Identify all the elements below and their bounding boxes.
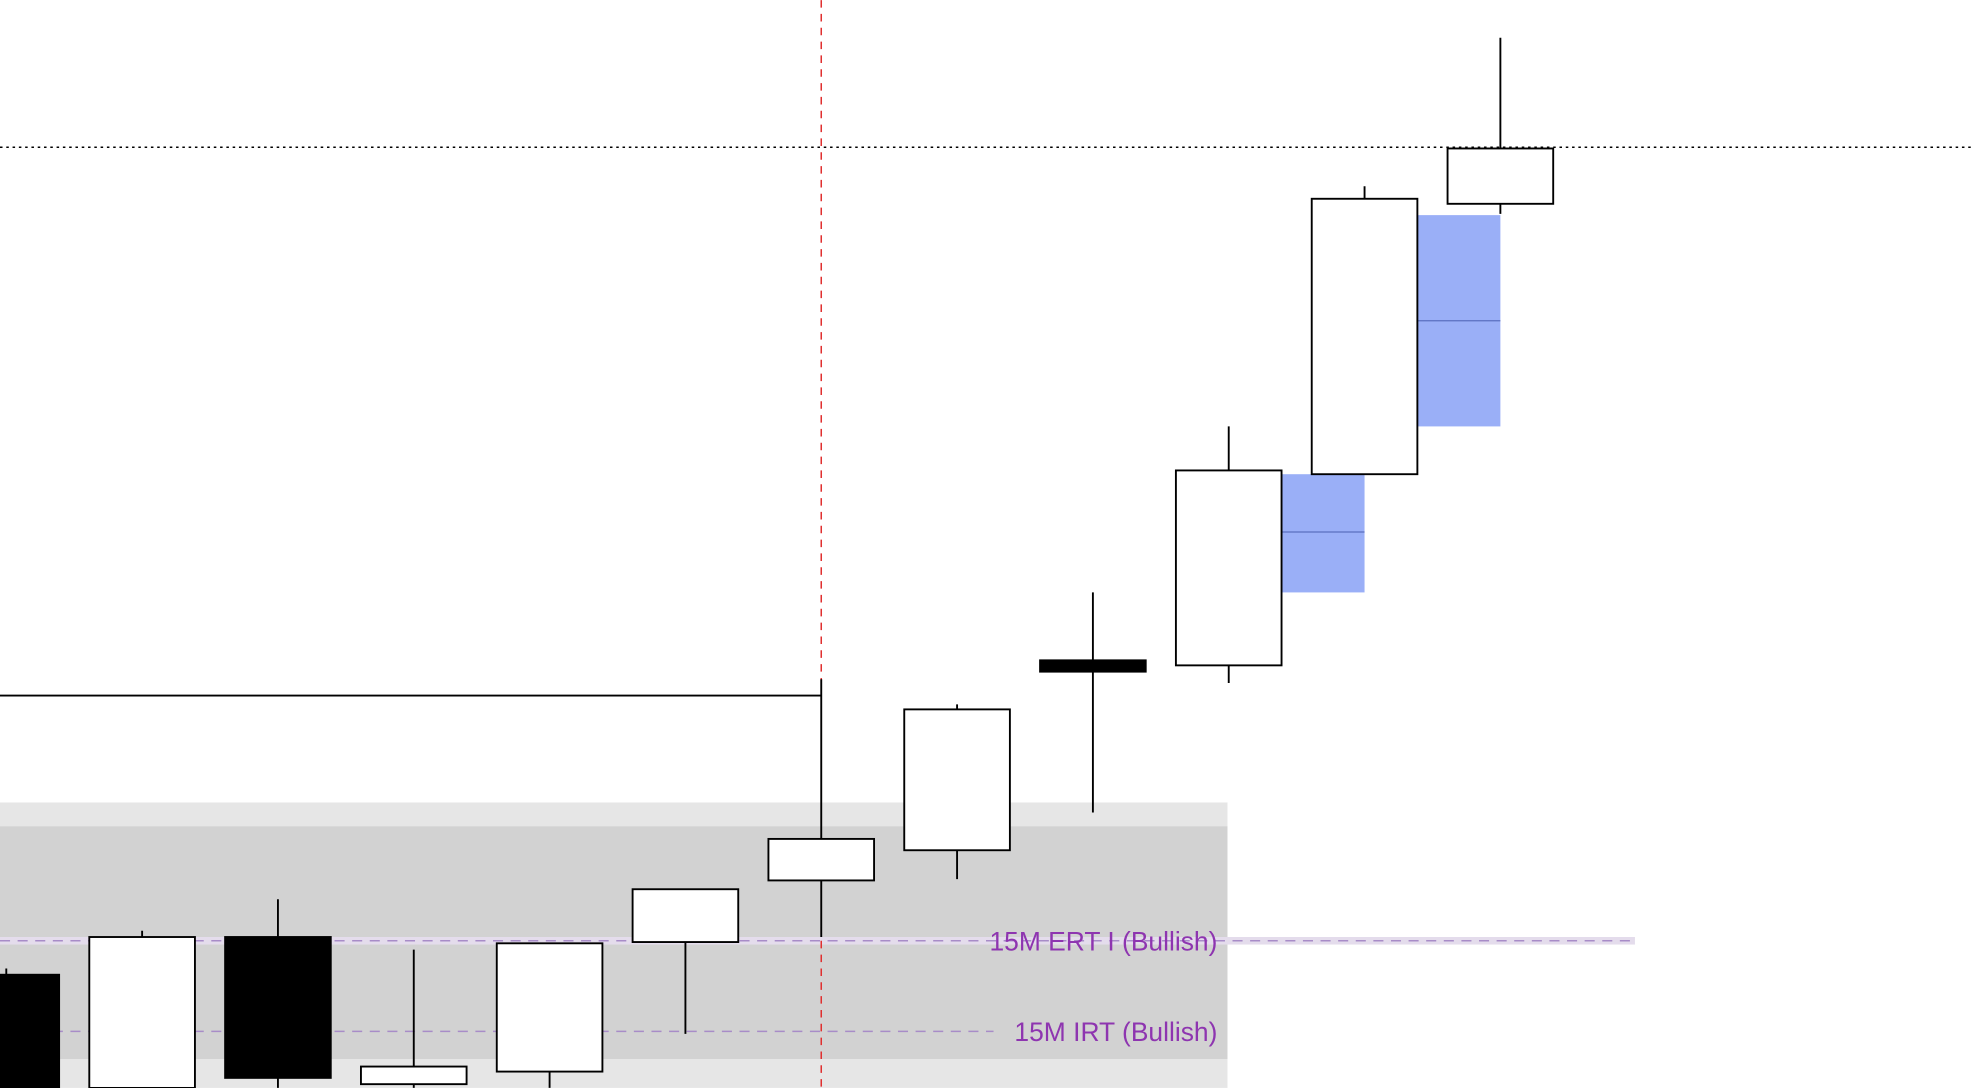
candle-body	[360, 1065, 468, 1086]
candle-body	[903, 708, 1011, 852]
level-label: 15M IRT (Bullish)	[1014, 1017, 1217, 1047]
candles-layer: 15M ERT I (Bullish) 15M IRT (Bullish)	[0, 37, 1555, 1088]
candle-body	[1446, 147, 1555, 205]
level-label: 15M ERT I (Bullish)	[989, 926, 1217, 956]
candle-body	[631, 888, 740, 943]
candle-body	[1310, 197, 1419, 476]
candle-body	[495, 942, 604, 1073]
candle-body	[1039, 659, 1147, 673]
candle-body	[224, 936, 332, 1079]
candle-body	[1174, 469, 1283, 667]
fair-value-gap	[1281, 474, 1365, 593]
background-layer	[0, 146, 1972, 1088]
candle-body	[88, 936, 196, 1088]
candle-body	[0, 973, 61, 1088]
candle-body	[767, 837, 876, 882]
